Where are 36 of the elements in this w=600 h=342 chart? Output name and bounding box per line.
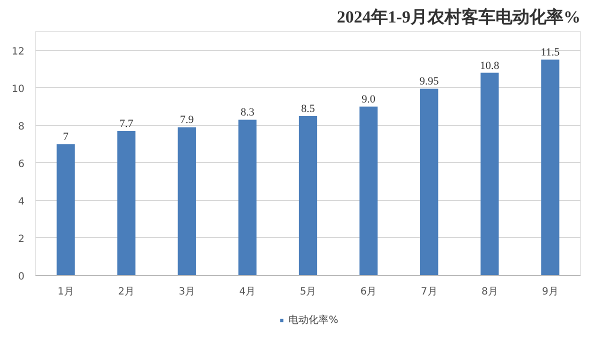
bar — [541, 60, 560, 276]
y-tick-label: 4 — [18, 196, 25, 208]
data-label: 10.8 — [480, 60, 500, 72]
data-label: 8.5 — [301, 102, 316, 115]
x-tick-label: 2月 — [118, 286, 135, 298]
y-tick-label: 0 — [18, 272, 25, 282]
x-tick-label: 8月 — [481, 286, 498, 298]
bar — [238, 120, 257, 276]
x-tick-label: 7月 — [420, 286, 438, 298]
y-tick-label: 6 — [18, 158, 25, 170]
chart-title: 2024年1-9月农村客车电动化率% — [336, 8, 581, 26]
legend-label: 电动化率% — [288, 314, 338, 327]
x-tick-label: 3月 — [178, 286, 196, 298]
x-tick-label: 5月 — [300, 286, 316, 298]
x-tick-label: 6月 — [360, 286, 377, 298]
bar — [480, 72, 499, 276]
data-label: 9.95 — [419, 76, 440, 88]
bar — [298, 116, 318, 276]
data-label: 7.7 — [119, 118, 134, 130]
data-label: 9.0 — [362, 94, 376, 106]
x-tick-label: 9月 — [542, 286, 558, 298]
data-label: 7.9 — [180, 114, 194, 126]
bar — [178, 127, 196, 276]
bar — [359, 106, 378, 276]
bar — [56, 144, 75, 276]
bar — [117, 130, 136, 276]
y-tick-label: 8 — [18, 121, 25, 132]
data-label: 11.5 — [540, 46, 560, 59]
data-label: 8.3 — [240, 106, 255, 119]
x-tick-label: 1月 — [58, 286, 74, 298]
data-label: 7 — [63, 131, 70, 144]
y-tick-label: 12 — [12, 46, 25, 58]
y-tick-label: 2 — [18, 234, 25, 245]
y-tick-label: 10 — [12, 84, 25, 95]
bar — [420, 88, 438, 276]
x-tick-label: 4月 — [239, 286, 256, 298]
